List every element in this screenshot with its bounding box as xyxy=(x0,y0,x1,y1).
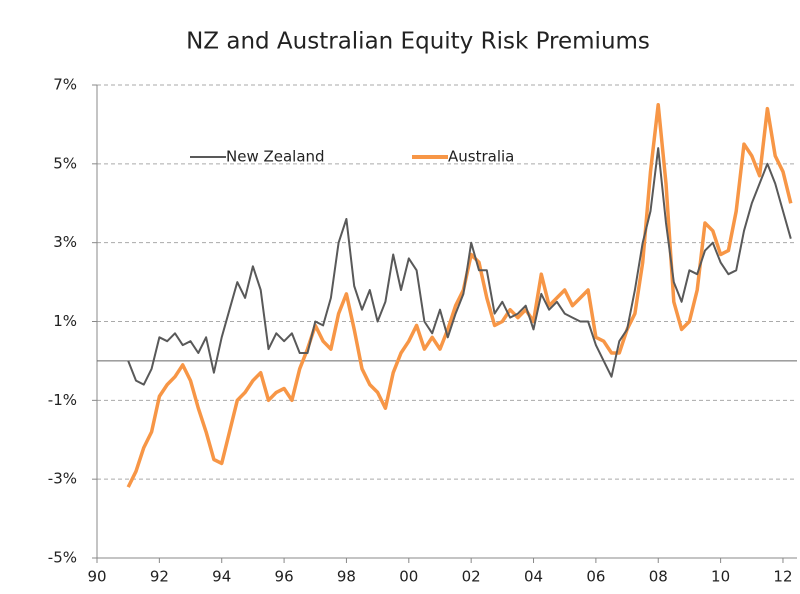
x-tick-label: 12 xyxy=(773,568,792,586)
x-tick-label: 04 xyxy=(524,568,543,586)
x-tick-label: 96 xyxy=(275,568,294,586)
y-tick-label: -5% xyxy=(48,549,77,567)
x-tick-label: 98 xyxy=(337,568,356,586)
x-tick-label: 94 xyxy=(212,568,231,586)
line-series xyxy=(127,147,792,386)
x-tick-label: 90 xyxy=(87,568,106,586)
x-tick-label: 00 xyxy=(399,568,418,586)
y-tick-label: 3% xyxy=(53,233,77,251)
y-tick-label: 1% xyxy=(53,312,77,330)
x-tick-label: 08 xyxy=(649,568,668,586)
y-tick-label: -1% xyxy=(48,391,77,409)
x-tick-label: 92 xyxy=(150,568,169,586)
x-tick-label: 06 xyxy=(586,568,605,586)
y-tick-label: 7% xyxy=(53,76,77,94)
legend-label: Australia xyxy=(448,148,514,166)
legend-label: New Zealand xyxy=(226,148,325,166)
line-series xyxy=(126,102,793,488)
x-tick-label: 02 xyxy=(462,568,481,586)
chart-title: NZ and Australian Equity Risk Premiums xyxy=(186,29,650,55)
x-tick-label: 10 xyxy=(711,568,730,586)
y-tick-label: -3% xyxy=(48,470,77,488)
y-tick-label: 5% xyxy=(53,154,77,172)
